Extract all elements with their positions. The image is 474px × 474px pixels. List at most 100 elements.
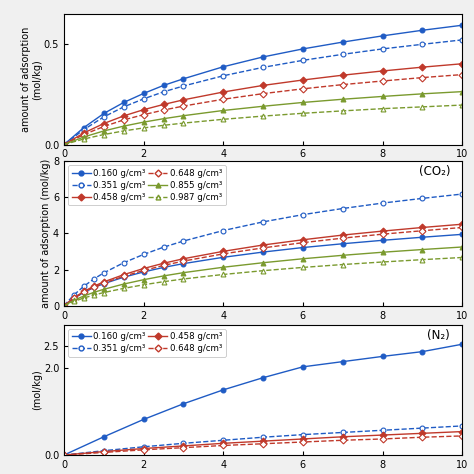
0.855 g/cm³ [300,256,306,262]
0.648 g/cm³ [81,289,87,295]
Line: 0.160 g/cm³: 0.160 g/cm³ [62,342,465,457]
0.458 g/cm³ [459,428,465,434]
Line: 0.855 g/cm³: 0.855 g/cm³ [62,89,465,147]
0.855 g/cm³ [61,303,67,309]
0.855 g/cm³ [260,103,266,109]
0.648 g/cm³ [61,452,67,458]
0.458 g/cm³ [300,77,306,83]
0.458 g/cm³ [260,82,266,88]
0.458 g/cm³ [161,260,166,266]
0.458 g/cm³ [121,272,127,277]
0.648 g/cm³ [459,433,465,439]
0.160 g/cm³ [340,39,346,45]
0.160 g/cm³ [260,54,266,60]
0.160 g/cm³ [419,235,425,240]
0.648 g/cm³ [340,235,346,241]
0.351 g/cm³ [121,260,127,265]
0.648 g/cm³ [459,225,465,230]
0.648 g/cm³ [260,245,266,251]
0.351 g/cm³ [380,46,385,52]
0.458 g/cm³ [181,443,186,449]
Line: 0.351 g/cm³: 0.351 g/cm³ [62,423,465,457]
0.987 g/cm³ [260,268,266,273]
0.648 g/cm³ [260,91,266,97]
0.855 g/cm³ [220,264,226,270]
0.351 g/cm³ [300,432,306,438]
0.987 g/cm³ [419,257,425,263]
0.648 g/cm³ [419,434,425,440]
0.351 g/cm³ [380,200,385,206]
0.458 g/cm³ [419,430,425,436]
Line: 0.648 g/cm³: 0.648 g/cm³ [62,434,465,457]
0.160 g/cm³ [220,387,226,392]
0.458 g/cm³ [380,228,385,234]
0.987 g/cm³ [101,132,107,137]
Line: 0.458 g/cm³: 0.458 g/cm³ [62,222,465,308]
0.160 g/cm³ [101,281,107,286]
0.351 g/cm³ [260,434,266,440]
0.351 g/cm³ [459,191,465,197]
0.855 g/cm³ [121,281,127,287]
0.987 g/cm³ [340,262,346,267]
0.648 g/cm³ [141,268,146,273]
Line: 0.160 g/cm³: 0.160 g/cm³ [62,23,465,147]
0.987 g/cm³ [81,295,87,301]
0.458 g/cm³ [419,64,425,70]
0.458 g/cm³ [101,449,107,455]
0.458 g/cm³ [121,113,127,119]
0.648 g/cm³ [161,107,166,113]
0.351 g/cm³ [61,452,67,458]
0.987 g/cm³ [181,120,186,126]
0.648 g/cm³ [220,443,226,448]
0.855 g/cm³ [459,89,465,94]
0.855 g/cm³ [220,108,226,113]
0.855 g/cm³ [61,142,67,147]
0.160 g/cm³ [419,27,425,33]
0.648 g/cm³ [260,441,266,447]
Line: 0.458 g/cm³: 0.458 g/cm³ [62,429,465,457]
0.855 g/cm³ [419,246,425,252]
0.855 g/cm³ [340,96,346,102]
0.160 g/cm³ [300,364,306,370]
0.160 g/cm³ [300,46,306,52]
0.160 g/cm³ [181,401,186,407]
0.351 g/cm³ [419,41,425,47]
0.160 g/cm³ [340,241,346,246]
0.458 g/cm³ [340,73,346,78]
0.648 g/cm³ [419,75,425,81]
0.987 g/cm³ [101,290,107,295]
0.351 g/cm³ [459,423,465,429]
0.987 g/cm³ [121,285,127,291]
0.987 g/cm³ [141,282,146,288]
0.351 g/cm³ [141,252,146,257]
X-axis label: pressure (bar): pressure (bar) [224,165,302,175]
0.648 g/cm³ [380,78,385,84]
0.160 g/cm³ [340,359,346,365]
0.648 g/cm³ [181,258,186,264]
0.855 g/cm³ [141,119,146,125]
0.160 g/cm³ [459,341,465,347]
0.160 g/cm³ [121,100,127,105]
0.351 g/cm³ [340,52,346,57]
0.351 g/cm³ [61,303,67,309]
0.648 g/cm³ [121,273,127,279]
0.855 g/cm³ [161,273,166,279]
0.648 g/cm³ [141,112,146,118]
0.648 g/cm³ [181,445,186,450]
0.160 g/cm³ [419,349,425,355]
0.987 g/cm³ [61,142,67,147]
0.855 g/cm³ [101,286,107,292]
0.458 g/cm³ [260,242,266,248]
0.458 g/cm³ [340,232,346,238]
0.458 g/cm³ [380,432,385,438]
Text: (N₂): (N₂) [428,328,450,342]
0.987 g/cm³ [260,113,266,119]
0.458 g/cm³ [300,237,306,243]
0.855 g/cm³ [121,123,127,129]
0.351 g/cm³ [300,212,306,218]
0.855 g/cm³ [181,113,186,118]
0.458 g/cm³ [380,68,385,74]
Y-axis label: amount of adsorption (mol/kg): amount of adsorption (mol/kg) [42,159,52,308]
0.160 g/cm³ [101,110,107,116]
0.458 g/cm³ [141,107,146,112]
